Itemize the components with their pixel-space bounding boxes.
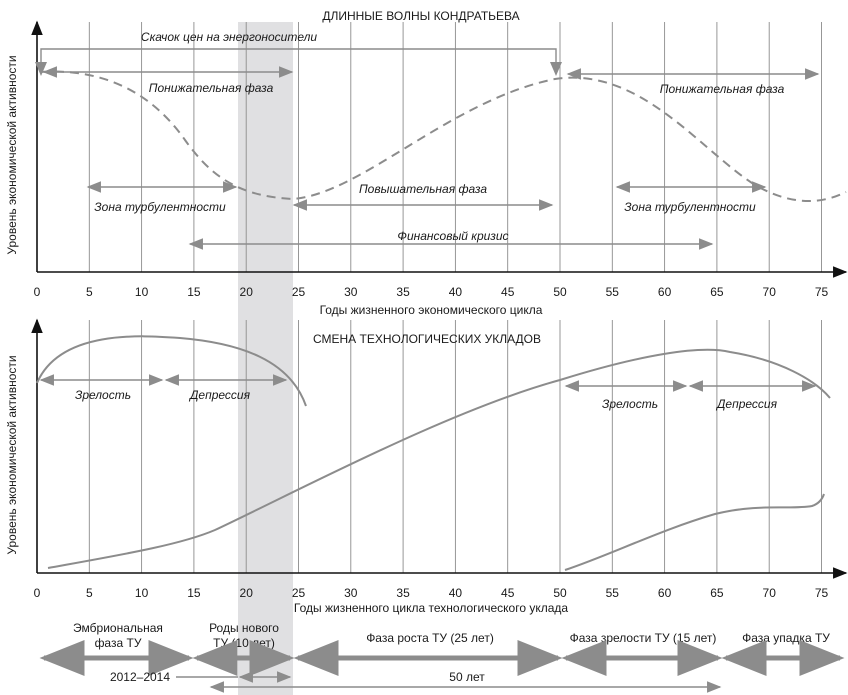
next-tu-curve	[564, 493, 825, 571]
up-phase-label: Повышательная фаза	[359, 182, 487, 196]
grid-lines-bottom	[88, 320, 822, 573]
top-tick-label-10: 10	[135, 285, 149, 299]
bottom-tick-label-10: 10	[135, 586, 149, 600]
down-phase-label-1: Понижательная фаза	[149, 81, 274, 95]
bottom-chart-title: СМЕНА ТЕХНОЛОГИЧЕСКИХ УКЛАДОВ	[313, 332, 541, 346]
highlight-band	[238, 22, 293, 695]
bottom-tick-label-30: 30	[344, 586, 358, 600]
bottom-x-axis-label: Годы жизненного цикла технологического у…	[294, 601, 568, 615]
tick-labels-top: 0 5 10 15 20 25 30 35 40 45 50 55 60 65 70 75	[34, 285, 829, 299]
new-tu-curve	[47, 348, 831, 569]
maturity-label-2: Зрелость	[602, 397, 658, 411]
bottom-tick-label-15: 15	[187, 586, 201, 600]
phase-birth-line2: ТУ (10 лет)	[213, 636, 275, 650]
phase-embryo-line1: Эмбриональная	[73, 621, 163, 635]
phase-growth-label: Фаза роста ТУ (25 лет)	[366, 631, 494, 645]
phase-decline-label: Фаза упадка ТУ	[742, 631, 830, 645]
price-jump-bracket	[40, 48, 557, 70]
bottom-y-axis-label: Уровень экономической активности	[5, 355, 19, 554]
bottom-tick-label-70: 70	[763, 586, 777, 600]
top-tick-label-40: 40	[449, 285, 463, 299]
price-jump-label: Скачок цен на энергоносители	[141, 30, 317, 44]
top-tick-label-45: 45	[501, 285, 515, 299]
top-tick-label-60: 60	[658, 285, 672, 299]
bottom-tick-label-25: 25	[292, 586, 306, 600]
top-tick-label-20: 20	[240, 285, 254, 299]
depression-label-2: Депрессия	[715, 397, 778, 411]
top-tick-label-55: 55	[606, 285, 620, 299]
tick-labels-bottom: 0 5 10 15 20 25 30 35 40 45 50 55 60 65 70 75	[34, 586, 829, 600]
bottom-tick-label-40: 40	[449, 586, 463, 600]
fifty-years-label: 50 лет	[449, 670, 485, 684]
top-x-axis-label: Годы жизненного экономического цикла	[320, 303, 543, 317]
top-chart-title: ДЛИННЫЕ ВОЛНЫ КОНДРАТЬЕВА	[322, 9, 519, 23]
top-tick-label-50: 50	[553, 285, 567, 299]
phase-maturity-label: Фаза зрелости ТУ (15 лет)	[570, 631, 717, 645]
top-y-axis-label: Уровень экономической активности	[5, 55, 19, 254]
bottom-tick-label-55: 55	[606, 586, 620, 600]
top-tick-label-5: 5	[86, 285, 93, 299]
bottom-tick-label-0: 0	[34, 586, 41, 600]
bottom-tick-label-50: 50	[553, 586, 567, 600]
phase-embryo-line2: фаза ТУ	[95, 636, 142, 650]
top-tick-label-15: 15	[187, 285, 201, 299]
bottom-tick-label-45: 45	[501, 586, 515, 600]
old-tu-curve	[36, 335, 307, 407]
turbulence-label-1: Зона турбулентности	[94, 200, 226, 214]
top-tick-label-0: 0	[34, 285, 41, 299]
price-jump-right-arrowhead	[550, 62, 562, 76]
bottom-tick-label-5: 5	[86, 586, 93, 600]
top-tick-label-35: 35	[396, 285, 410, 299]
grid-lines-top	[88, 22, 822, 272]
maturity-label-1: Зрелость	[75, 388, 131, 402]
fin-crisis-label: Финансовый кризис	[397, 229, 508, 243]
top-tick-label-65: 65	[710, 285, 724, 299]
phase-birth-line1: Роды нового	[209, 621, 279, 635]
turbulence-label-2: Зона турбулентности	[624, 200, 756, 214]
years-range-label: 2012–2014	[110, 670, 170, 684]
bottom-tick-label-20: 20	[240, 586, 254, 600]
down-phase-label-2: Понижательная фаза	[660, 82, 785, 96]
top-tick-label-75: 75	[815, 285, 829, 299]
bottom-tick-label-65: 65	[710, 586, 724, 600]
bottom-tick-label-75: 75	[815, 586, 829, 600]
top-tick-label-70: 70	[763, 285, 777, 299]
top-tick-label-25: 25	[292, 285, 306, 299]
bottom-tick-label-35: 35	[396, 586, 410, 600]
price-jump-left-arrowhead	[35, 62, 47, 76]
top-tick-label-30: 30	[344, 285, 358, 299]
bottom-tick-label-60: 60	[658, 586, 672, 600]
depression-label-1: Депрессия	[188, 388, 251, 402]
